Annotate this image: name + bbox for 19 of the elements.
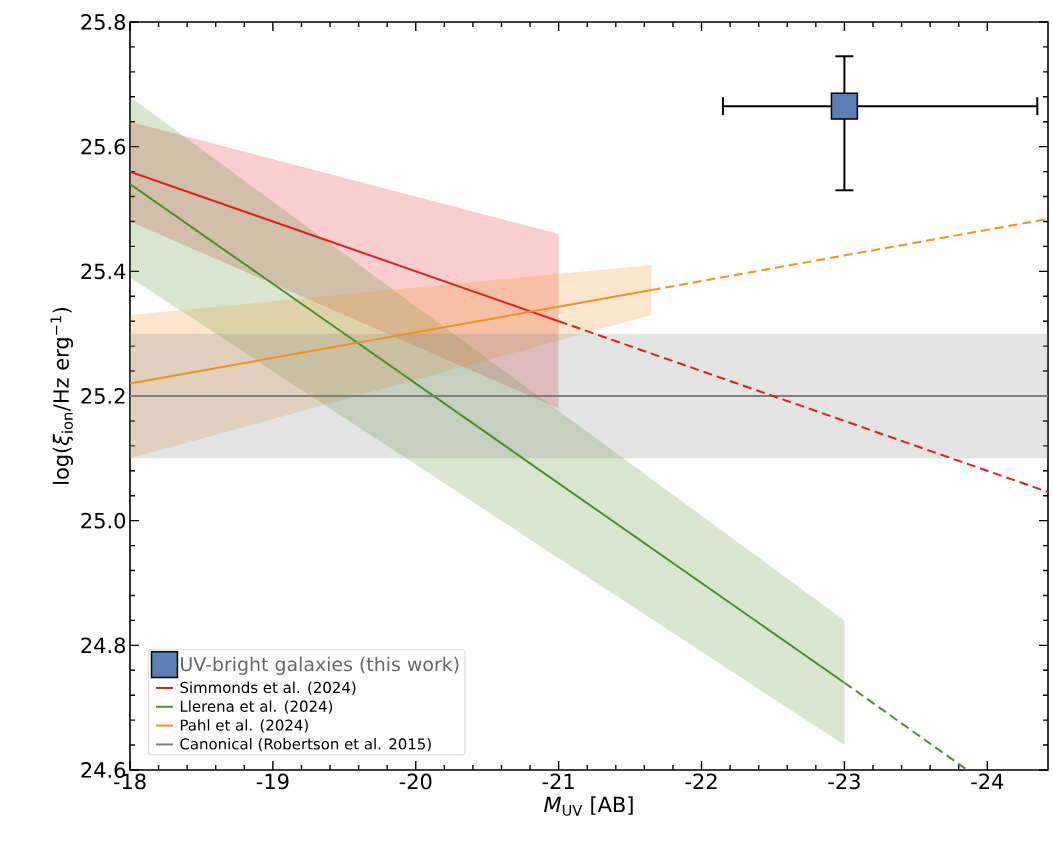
legend-label: Simmonds et al. (2024) bbox=[180, 681, 356, 695]
y-tick-label: 25.2 bbox=[81, 388, 125, 404]
legend-label: Pahl et al. (2024) bbox=[180, 719, 308, 733]
x-tick-label: -23 bbox=[828, 773, 860, 790]
y-tick-label: 25.6 bbox=[81, 138, 126, 155]
y-tick-label: 25.0 bbox=[81, 512, 126, 529]
y-tick-label: 25.4 bbox=[81, 263, 126, 280]
x-tick-label: -21 bbox=[542, 773, 574, 790]
y-axis-title: log(ξ$_{ion}$/Hz erg$^{−1}$) bbox=[50, 307, 74, 484]
y-tick-label: 25.8 bbox=[81, 14, 126, 30]
x-tick-label: -20 bbox=[399, 773, 432, 790]
legend-label: Canonical (Robertson et al. 2015) bbox=[180, 738, 431, 752]
x-tick-label: -19 bbox=[256, 773, 289, 790]
x-axis-title: M$_{UV}$ [AB] bbox=[544, 796, 633, 816]
legend-label: Llerena et al. (2024) bbox=[180, 700, 333, 714]
x-tick-label: -22 bbox=[685, 773, 717, 790]
x-tick-label: -24 bbox=[971, 773, 1004, 790]
y-tick-label: 24.8 bbox=[81, 637, 126, 654]
legend-label: UV-bright galaxies (this work) bbox=[181, 656, 459, 675]
